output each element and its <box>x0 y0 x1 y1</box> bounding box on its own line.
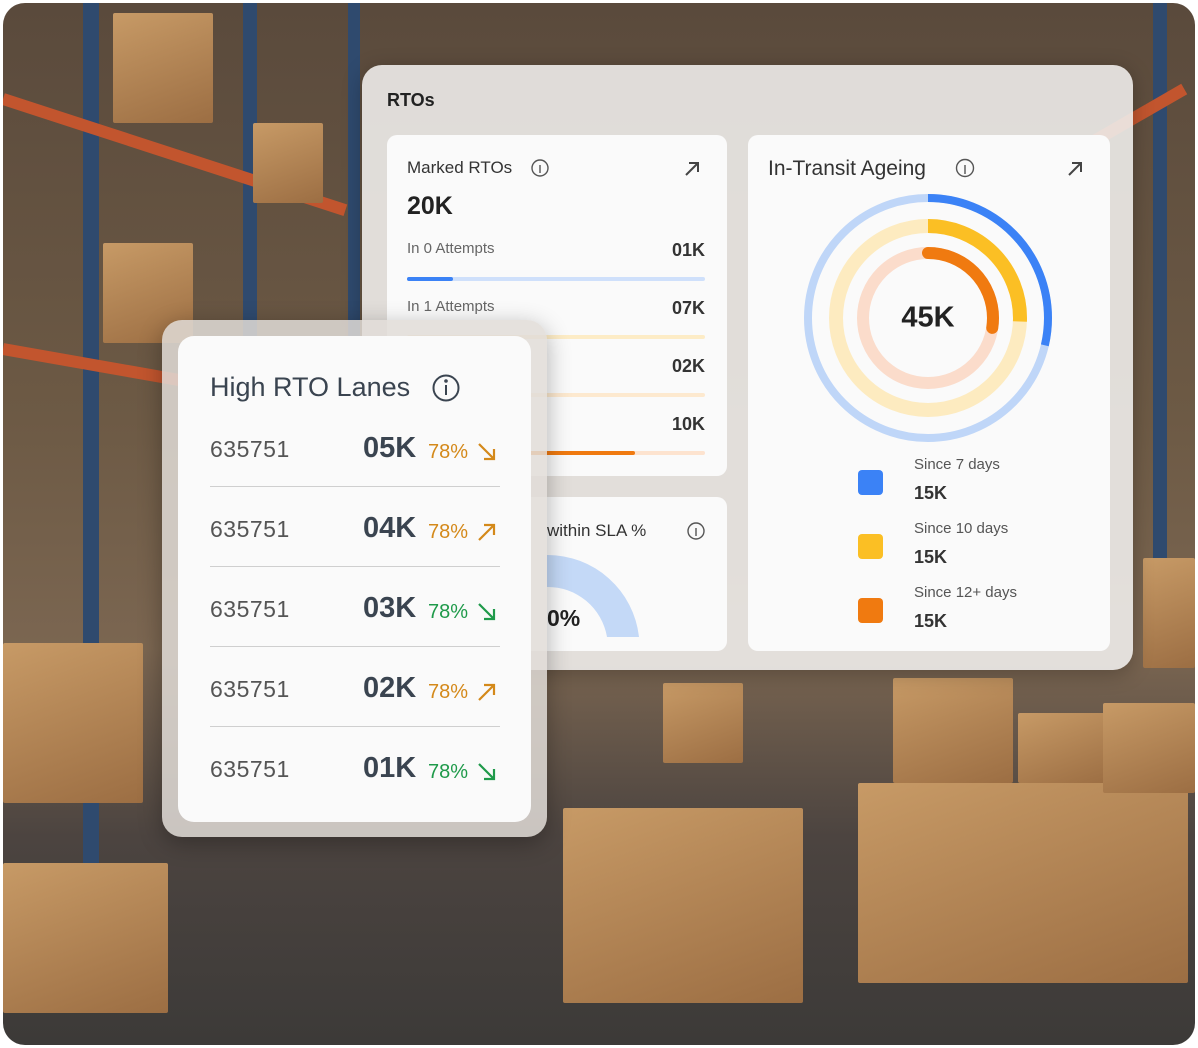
panel-title: RTOs <box>387 90 435 110</box>
legend-swatch <box>858 470 883 495</box>
box <box>1143 558 1195 668</box>
arrow-path <box>478 443 496 461</box>
lanes-title: High RTO Lanes <box>210 372 411 402</box>
row-value: 10K <box>671 414 705 434</box>
row-label: In 0 Attempts <box>407 240 495 257</box>
bar-track <box>407 277 705 281</box>
lane-id: 635751 <box>210 756 290 782</box>
info-icon <box>432 374 460 402</box>
lane-count: 05K <box>363 432 417 464</box>
legend-value: 15K <box>914 547 948 567</box>
bar-track <box>407 335 705 339</box>
lane-count: 03K <box>363 592 417 624</box>
lane-count: 01K <box>363 752 417 784</box>
arrow-path <box>478 763 496 781</box>
ageing-total: 45K <box>901 301 955 334</box>
legend-value: 15K <box>914 483 948 503</box>
lane-id: 635751 <box>210 676 290 702</box>
lane-id: 635751 <box>210 516 290 542</box>
legend-label: Since 7 days <box>914 456 1000 473</box>
trend-arrow <box>478 523 496 541</box>
sla-title: within SLA % <box>547 521 647 540</box>
legend-label: Since 10 days <box>914 520 1009 537</box>
row-value: 02K <box>671 356 705 376</box>
lane-percent: 78% <box>428 761 469 783</box>
lane-percent: 78% <box>428 601 469 623</box>
lane-id: 635751 <box>210 436 290 462</box>
gauge-arc <box>547 554 639 637</box>
legend-value: 15K <box>914 611 948 631</box>
info-icon <box>687 522 705 540</box>
box <box>113 13 213 123</box>
divider <box>210 646 500 647</box>
sla-value: 0% <box>547 605 581 631</box>
info-icon <box>531 159 549 177</box>
divider <box>210 486 500 487</box>
trend-arrow <box>478 443 496 461</box>
legend-swatch <box>858 534 883 559</box>
info-icon <box>955 158 975 178</box>
row-value: 01K <box>671 240 705 260</box>
box <box>663 683 743 763</box>
box <box>3 643 143 803</box>
row-label: In 1 Attempts <box>407 298 495 315</box>
card-title: Marked RTOs <box>407 158 513 177</box>
box <box>253 123 323 203</box>
ageing-rings <box>804 194 1052 442</box>
lane-id: 635751 <box>210 596 290 622</box>
arrow-path <box>478 603 496 621</box>
box <box>3 863 168 1013</box>
divider <box>210 566 500 567</box>
bar-fill <box>407 277 453 281</box>
trend-arrow <box>478 603 496 621</box>
legend-label: Since 12+ days <box>914 584 1017 601</box>
row-value: 07K <box>671 298 705 318</box>
box <box>1018 713 1108 783</box>
card-total: 20K <box>407 192 453 220</box>
ageing-title: In-Transit Ageing <box>768 157 926 180</box>
legend-swatch <box>858 598 883 623</box>
lane-count: 02K <box>363 672 417 704</box>
open-icon <box>1068 162 1082 176</box>
bar-track <box>407 393 705 397</box>
lane-percent: 78% <box>428 681 469 703</box>
box <box>563 808 803 1003</box>
lane-count: 04K <box>363 512 417 544</box>
box <box>1103 703 1195 793</box>
divider <box>210 726 500 727</box>
trend-arrow <box>478 763 496 781</box>
arrow-path <box>478 683 496 701</box>
lane-percent: 78% <box>428 521 469 543</box>
lanes-card <box>178 336 531 822</box>
box <box>858 783 1188 983</box>
box <box>893 678 1013 783</box>
lane-percent: 78% <box>428 441 469 463</box>
trend-arrow <box>478 683 496 701</box>
open-icon <box>685 162 699 176</box>
shelf-post <box>1153 3 1167 563</box>
arrow-path <box>478 523 496 541</box>
